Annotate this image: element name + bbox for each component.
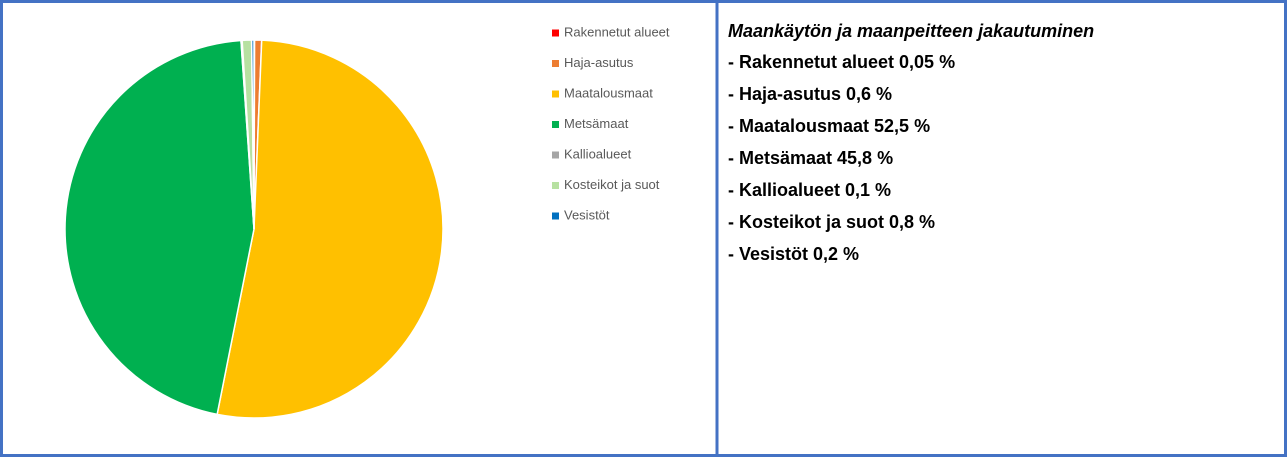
legend-swatch xyxy=(552,182,559,189)
panel-item: - Kosteikot ja suot 0,8 % xyxy=(728,212,935,232)
pie-slice xyxy=(216,39,444,419)
legend: Rakennetut alueet Haja-asutus Maatalousmaa… xyxy=(552,24,670,222)
legend-label: Kosteikot ja suot xyxy=(564,177,660,192)
panel-item: - Haja-asutus 0,6 % xyxy=(728,84,892,104)
legend-label: Haja-asutus xyxy=(564,55,634,70)
pie-slice xyxy=(250,39,255,230)
pie-chart xyxy=(64,39,444,419)
legend-label: Vesistöt xyxy=(564,207,610,222)
panel-title: Maankäytön ja maanpeitteen jakautuminen xyxy=(728,21,1094,41)
panel-item: - Maatalousmaat 52,5 % xyxy=(728,116,930,136)
legend-swatch xyxy=(552,90,559,98)
panel-item: - Vesistöt 0,2 % xyxy=(728,244,859,264)
pie-slice xyxy=(64,39,255,416)
panel-item: - Rakennetut alueet 0,05 % xyxy=(728,52,955,72)
legend-swatch xyxy=(552,60,559,67)
legend-swatch xyxy=(552,151,559,159)
legend-swatch xyxy=(552,212,559,220)
legend-label: Kallioalueet xyxy=(564,146,632,161)
legend-swatch xyxy=(552,29,559,37)
text-panel: - Rakennetut alueet 0,05 % - Haja-asutus … xyxy=(728,52,955,264)
panel-item: - Metsämaat 45,8 % xyxy=(728,148,893,168)
panel-item: - Kallioalueet 0,1 % xyxy=(728,180,891,200)
legend-swatch xyxy=(552,121,559,128)
legend-label: Rakennetut alueet xyxy=(564,24,670,39)
legend-label: Maatalousmaat xyxy=(564,85,653,100)
legend-label: Metsämaat xyxy=(564,116,629,131)
